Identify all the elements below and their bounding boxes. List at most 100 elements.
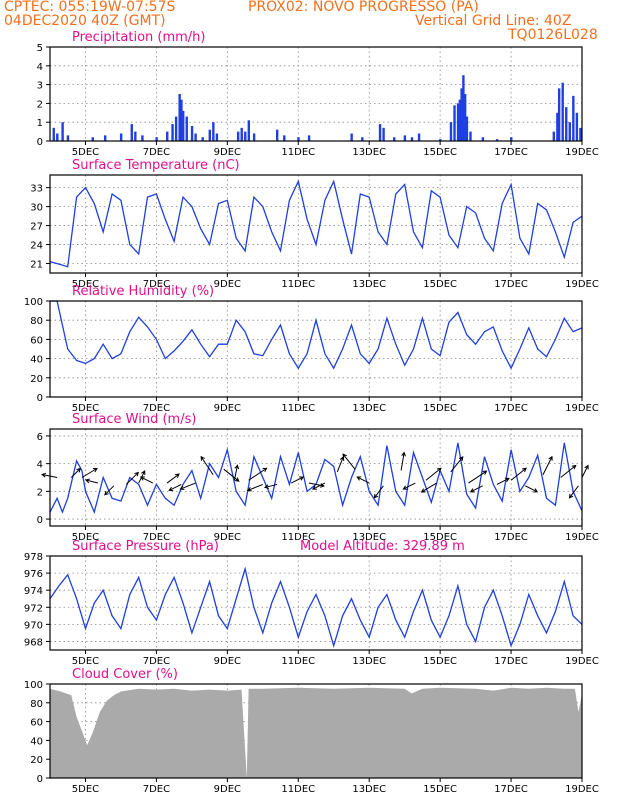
precip-bar xyxy=(103,135,107,141)
precip-bar xyxy=(190,125,194,141)
precip-bar xyxy=(456,103,460,141)
temperature-xtick-label: 13DEC xyxy=(352,279,386,290)
pressure-xtick-label: 15DEC xyxy=(423,656,457,667)
precip-bar xyxy=(417,133,421,141)
wind-ytick-label: 6 xyxy=(37,432,43,443)
wind-direction-arrow xyxy=(84,478,99,484)
cloud-xtick-label: 15DEC xyxy=(423,784,457,795)
precip-xtick-label: 17DEC xyxy=(494,147,528,158)
pressure-title: Surface Pressure (hPa) xyxy=(72,539,219,554)
precip-bar xyxy=(579,127,582,141)
cloud-xtick-label: 11DEC xyxy=(281,784,315,795)
wind-direction-arrow xyxy=(425,467,442,481)
wind-direction-arrow xyxy=(450,456,464,473)
cloud-ytick-label: 0 xyxy=(37,774,43,785)
panel-humidity: Relative Humidity (%) 0 20 40 60 80 100 5DEC 7DE… xyxy=(24,284,599,414)
temperature-xtick-label: 17DEC xyxy=(494,279,528,290)
precip-bar xyxy=(460,88,463,141)
precip-bar xyxy=(307,135,311,141)
precip-bar xyxy=(361,137,364,141)
precip-xtick-label: 11DEC xyxy=(281,147,315,158)
temperature-frame xyxy=(49,174,583,274)
precip-bar xyxy=(403,135,407,141)
precip-bar xyxy=(201,137,204,141)
wind-direction-arrow xyxy=(168,483,182,492)
wind-xtick-label: 17DEC xyxy=(494,532,528,543)
precip-xtick-label: 7DEC xyxy=(143,147,170,158)
precip-ytick-label: 1 xyxy=(37,118,43,129)
humidity-series-line xyxy=(50,300,583,370)
wind-title: Surface Wind (m/s) xyxy=(72,412,196,427)
precip-bar xyxy=(462,75,465,141)
cloud-ytick-label: 40 xyxy=(30,736,43,747)
wind-xtick-label: 5DEC xyxy=(72,532,99,543)
precip-bar xyxy=(252,133,256,141)
humidity-ytick-label: 40 xyxy=(30,355,43,366)
humidity-xtick-label: 9DEC xyxy=(214,403,241,414)
precip-ytick-label: 5 xyxy=(37,43,43,54)
temperature-ytick-label: 27 xyxy=(30,222,43,233)
wind-direction-arrow xyxy=(263,483,278,489)
wind-direction-arrow xyxy=(336,455,345,473)
panel-cloud: Cloud Cover (%) 0 20 40 60 80 100 5DEC 7DEC 9DEC 1… xyxy=(24,667,599,795)
humidity-ytick-label: 100 xyxy=(24,297,43,308)
precip-ytick-label: 2 xyxy=(37,99,43,110)
temperature-ytick-label: 21 xyxy=(30,260,43,271)
precip-ytick-label: 0 xyxy=(37,137,43,148)
header-run-date: 04DEC2020 40Z (GMT) xyxy=(4,13,166,29)
cloud-frame xyxy=(49,683,583,779)
precip-bar xyxy=(155,137,158,141)
wind-xtick-label: 11DEC xyxy=(281,532,315,543)
pressure-xtick-label: 11DEC xyxy=(281,656,315,667)
precip-bar xyxy=(565,107,568,141)
pressure-ytick-label: 972 xyxy=(24,603,43,614)
precip-bar xyxy=(52,127,55,141)
cloud-ytick-label: 20 xyxy=(30,755,43,766)
precip-xtick-label: 19DEC xyxy=(565,147,599,158)
wind-direction-arrow xyxy=(400,451,406,471)
wind-direction-arrow xyxy=(70,467,82,478)
precip-title: Precipitation (mm/h) xyxy=(72,30,205,45)
pressure-xtick-label: 19DEC xyxy=(565,656,599,667)
wind-direction-arrow xyxy=(233,464,240,481)
precip-bar xyxy=(240,127,243,141)
panel-pressure: Surface Pressure (hPa) Model Altitude: 32… xyxy=(24,539,599,667)
cloud-ytick-label: 80 xyxy=(30,699,43,710)
header-station-name: PROX02: NOVO PROGRESSO (PA) xyxy=(248,0,479,15)
precip-xtick-label: 15DEC xyxy=(423,147,457,158)
pressure-xtick-label: 7DEC xyxy=(143,656,170,667)
wind-direction-arrow xyxy=(560,464,577,478)
precip-bar xyxy=(495,139,499,141)
panel-wind: Surface Wind (m/s) 0 2 4 6 5DEC 7DEC 9DEC 11DEC 1… xyxy=(37,412,599,543)
precip-bar xyxy=(463,94,467,141)
precip-ytick-label: 3 xyxy=(37,81,43,92)
humidity-xtick-label: 15DEC xyxy=(423,403,457,414)
temperature-series-line xyxy=(49,179,583,268)
pressure-xtick-label: 13DEC xyxy=(352,656,386,667)
precip-bar xyxy=(247,120,251,141)
humidity-ytick-label: 0 xyxy=(37,393,43,404)
humidity-xtick-label: 17DEC xyxy=(494,403,528,414)
precip-bar xyxy=(182,110,185,141)
precip-bar xyxy=(297,137,300,141)
precip-bar xyxy=(552,131,556,141)
cloud-area xyxy=(50,687,582,778)
header-model-id: TQ0126L028 xyxy=(508,27,598,43)
precip-bar xyxy=(453,105,456,141)
precip-bar xyxy=(244,131,247,141)
precip-bar xyxy=(171,124,174,141)
precip-bar xyxy=(174,116,178,141)
precip-bar xyxy=(130,124,133,141)
precip-xtick-label: 5DEC xyxy=(72,147,99,158)
precip-bar xyxy=(449,122,453,141)
wind-direction-arrow xyxy=(420,482,437,493)
wind-direction-arrow xyxy=(104,485,115,496)
wind-direction-arrow xyxy=(356,476,370,484)
precip-bar xyxy=(283,135,286,141)
temperature-ytick-label: 30 xyxy=(30,203,43,214)
pressure-ytick-label: 974 xyxy=(24,586,43,597)
wind-direction-arrow xyxy=(248,467,268,481)
pressure-ytick-label: 978 xyxy=(24,552,43,563)
cloud-xtick-label: 19DEC xyxy=(565,784,599,795)
